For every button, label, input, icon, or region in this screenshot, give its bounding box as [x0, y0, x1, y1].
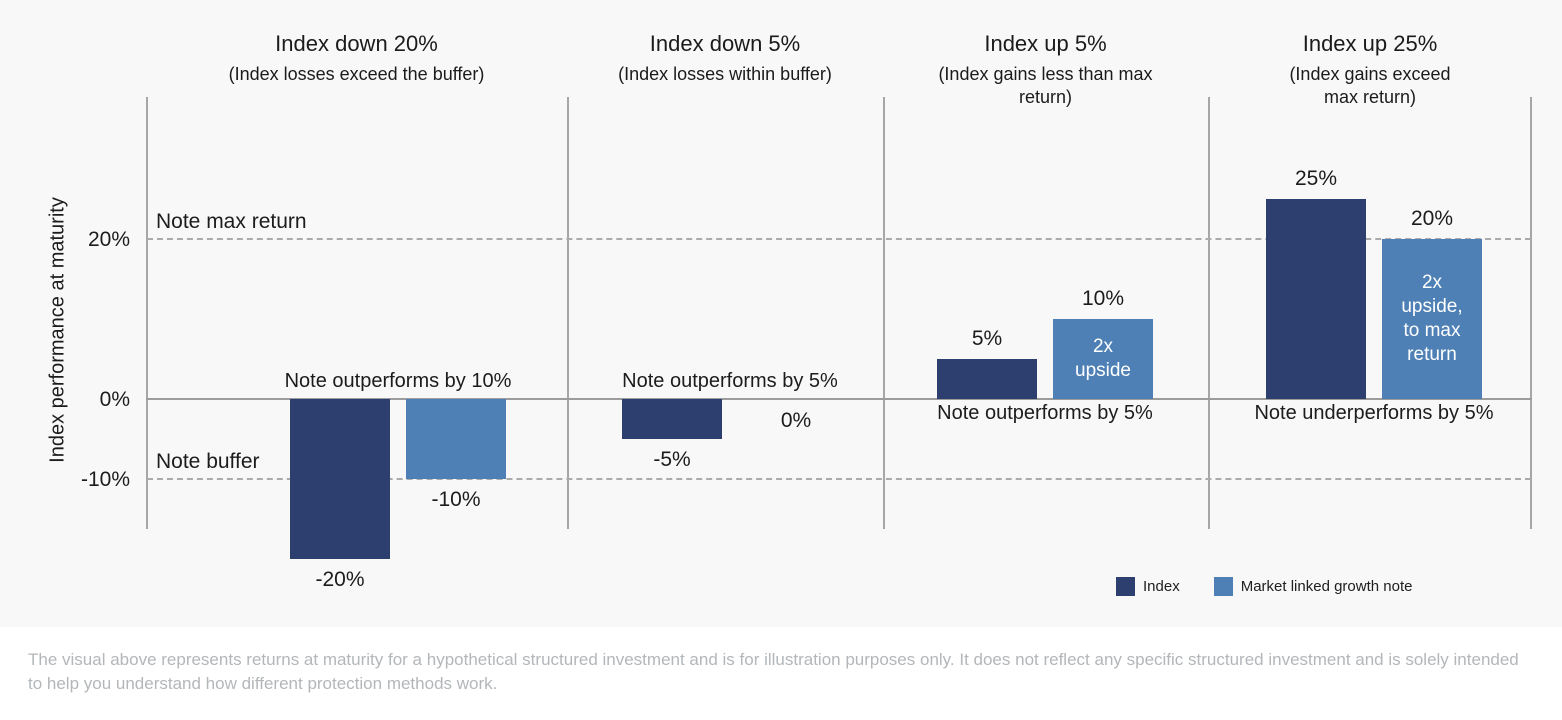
panel-title: Index up 25% [1302, 31, 1438, 56]
index-bar-label: -20% [315, 568, 365, 591]
panel-title: Index down 20% [275, 31, 438, 56]
buffer-dashline [147, 478, 1531, 480]
legend-label: Market linked growth note [1240, 578, 1413, 595]
y-tick-label: 20% [87, 228, 130, 251]
legend-item: Market linked growth note [1213, 577, 1413, 596]
note-bar-inner-line: upside, [1401, 296, 1463, 317]
y-axis-line [146, 97, 148, 529]
panel-subtitle: (Index gains exceed max return) [1289, 64, 1451, 107]
panel-header: Index up 5% (Index gains less than max re… [883, 30, 1208, 109]
panel-header: Index down 20% (Index losses exceed the b… [146, 30, 567, 86]
note-zero-label: 0% [780, 409, 812, 432]
panel-subtitle: (Index gains less than max return) [938, 64, 1153, 107]
note-bar [406, 399, 506, 479]
footer-disclaimer: The visual above represents returns at m… [28, 650, 1519, 693]
chart-background: Index performance at maturity Note max r… [46, 30, 1532, 596]
note-bar-inner-line: 2x [1092, 336, 1114, 357]
index-bar-label: 25% [1294, 167, 1338, 190]
note-bar-label: -10% [431, 488, 481, 511]
annotation: Note outperforms by 10% [284, 370, 512, 392]
legend-swatch-index [1116, 577, 1135, 596]
note-bar-inner-line: upside [1075, 360, 1131, 381]
panel-divider [1208, 97, 1210, 529]
max-return-dashline [147, 238, 1531, 240]
reference-line-label: Note buffer [156, 450, 260, 473]
note-bar-inner-line: to max [1403, 320, 1461, 341]
legend-swatch-note [1213, 577, 1233, 596]
note-bar-label: 10% [1081, 287, 1125, 310]
index-bar-label: -5% [653, 448, 691, 471]
index-bar [937, 359, 1037, 399]
legend-item: Index [1116, 577, 1180, 596]
legend-label: Index [1143, 578, 1180, 595]
note-bar-inner-line: 2x [1421, 272, 1443, 293]
note-bar-label: 20% [1410, 207, 1454, 230]
annotation: Note outperforms by 5% [622, 370, 838, 392]
note-bar [1382, 239, 1482, 399]
panel-divider [883, 97, 885, 529]
note-bar-inner-text: 2x upside, to max return [1382, 239, 1482, 399]
panel-header: Index up 25% (Index gains exceed max retu… [1208, 30, 1532, 109]
panel-subtitle: (Index losses exceed the buffer) [228, 64, 485, 84]
y-tick-label: -10% [80, 468, 130, 491]
panel-header: Index down 5% (Index losses within buffer… [567, 30, 883, 86]
reference-line-label: Note max return [156, 210, 307, 233]
note-bar-inner-text: 2x upside [1053, 319, 1153, 399]
panel-divider [567, 97, 569, 529]
zero-line [146, 398, 1532, 400]
index-bar [290, 399, 390, 559]
right-border-line [1530, 97, 1532, 529]
note-bar-inner-line: return [1407, 344, 1457, 365]
plot-area: Note max return Note buffer 20% 0% -10% Index… [80, 30, 1532, 591]
note-bar [1053, 319, 1153, 399]
panel-title: Index up 5% [984, 31, 1107, 56]
annotation: Note underperforms by 5% [1254, 402, 1494, 424]
legend: Index Market linked growth note [1116, 577, 1412, 596]
index-bar-label: 5% [971, 327, 1003, 350]
panel-subtitle: (Index losses within buffer) [618, 64, 832, 84]
y-tick-label: 0% [99, 388, 130, 411]
annotation: Note outperforms by 5% [937, 402, 1153, 424]
index-bar [1266, 199, 1366, 399]
index-bar [622, 399, 722, 439]
panel-title: Index down 5% [649, 31, 801, 56]
